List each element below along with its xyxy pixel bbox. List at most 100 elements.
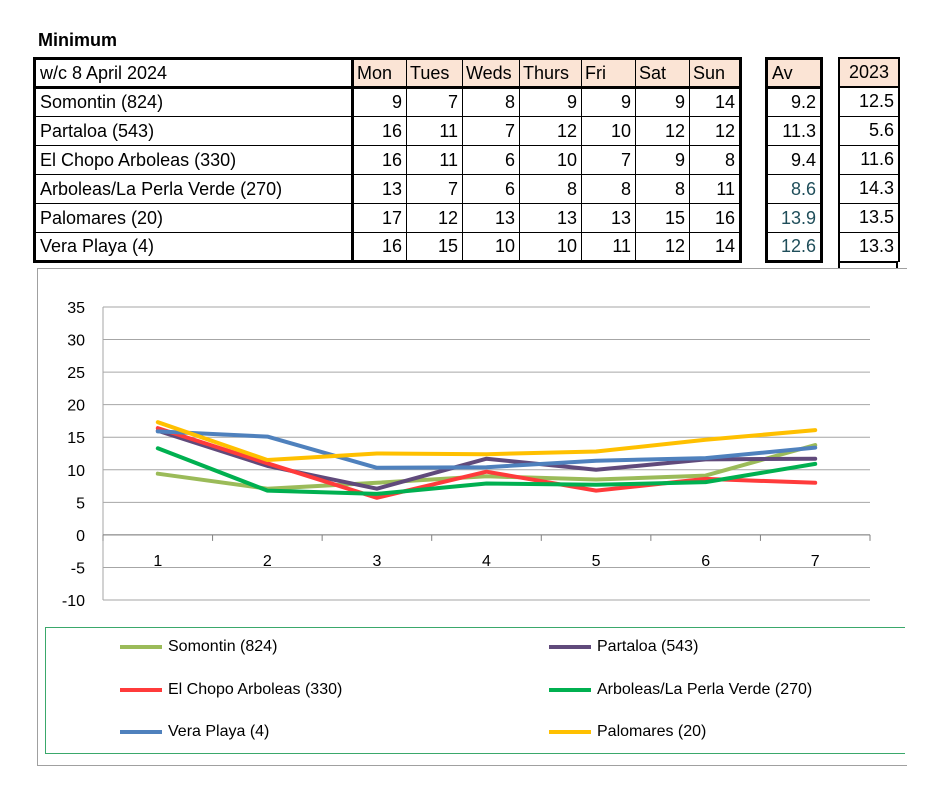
day-header: Fri	[581, 58, 636, 89]
legend-label: Partaloa (543)	[597, 638, 699, 655]
table-header-row: w/c 8 April 2024 Mon Tues Weds Thurs Fri…	[34, 58, 741, 89]
year-cell: 12.5	[839, 86, 899, 117]
table-row: Somontin (824) 9 7 8 9 9 9 14	[34, 87, 741, 117]
y-tick-label: 30	[67, 333, 85, 350]
table-cell: 10	[581, 116, 636, 146]
x-tick-label: 7	[811, 553, 820, 570]
series-line	[155, 426, 818, 500]
x-tick-label: 2	[263, 553, 272, 570]
y-tick-label: 0	[76, 528, 85, 545]
table-row: 12.6	[766, 232, 822, 262]
table-row: 8.6	[766, 174, 822, 204]
station-name: Palomares (20)	[34, 203, 354, 233]
table-cell: 12	[689, 116, 741, 146]
table-cell: 13	[352, 174, 407, 204]
legend-swatch	[549, 645, 591, 649]
av-header: Av	[766, 58, 822, 89]
table-cell: 8	[519, 174, 582, 204]
table-cell: 13	[519, 203, 582, 233]
legend-label: Arboleas/La Perla Verde (270)	[597, 681, 813, 698]
av-cell: 12.6	[766, 232, 822, 262]
x-tick-label: 4	[482, 553, 491, 570]
table-cell: 14	[689, 87, 741, 117]
page-title: Minimum	[38, 30, 117, 50]
table-cell: 14	[689, 232, 741, 262]
legend-swatch	[120, 688, 162, 692]
legend-swatch	[120, 645, 162, 649]
y-tick-label: 5	[76, 495, 85, 512]
legend-label: Vera Playa (4)	[168, 723, 270, 740]
legend-label: El Chopo Arboleas (330)	[168, 681, 343, 698]
legend-item: Partaloa (543)	[549, 638, 698, 656]
table-row: Vera Playa (4) 16 15 10 10 11 12 14	[34, 232, 741, 262]
year-cell: 13.3	[839, 231, 899, 262]
legend-item: Arboleas/La Perla Verde (270)	[549, 681, 812, 699]
table-row: Palomares (20) 17 12 13 13 13 15 16	[34, 203, 741, 233]
table-row: 11.3	[766, 116, 822, 146]
table-cell: 15	[406, 232, 463, 262]
table-cell: 12	[635, 232, 690, 262]
table-cell: 17	[352, 203, 407, 233]
table-cell: 8	[581, 174, 636, 204]
table-row: 13.5	[839, 202, 899, 233]
x-tick-label: 5	[592, 553, 601, 570]
y-tick-label: 15	[67, 430, 85, 447]
series-line	[155, 446, 818, 496]
y-tick-label: 20	[67, 398, 85, 415]
day-header: Sat	[635, 58, 690, 89]
legend-item: Somontin (824)	[120, 638, 277, 656]
station-name: El Chopo Arboleas (330)	[34, 145, 354, 175]
series-line	[155, 420, 818, 462]
station-name: Vera Playa (4)	[34, 232, 354, 262]
y-tick-label: 10	[67, 463, 85, 480]
av-cell: 8.6	[766, 174, 822, 204]
x-tick-label: 6	[701, 553, 710, 570]
av-cell: 9.4	[766, 145, 822, 175]
x-tick-label: 3	[372, 553, 381, 570]
temperature-table: w/c 8 April 2024 Mon Tues Weds Thurs Fri…	[33, 57, 742, 263]
day-header: Weds	[462, 58, 520, 89]
legend-item: Vera Playa (4)	[120, 723, 269, 741]
legend-item: El Chopo Arboleas (330)	[120, 681, 342, 699]
table-cell: 9	[635, 87, 690, 117]
table-row: 13.3	[839, 231, 899, 262]
year-header: 2023	[839, 57, 899, 88]
y-tick-label: -10	[62, 593, 85, 610]
table-cell: 16	[352, 232, 407, 262]
table-cell: 11	[406, 116, 463, 146]
table-row: Partaloa (543) 16 11 7 12 10 12 12	[34, 116, 741, 146]
chart-legend	[45, 627, 905, 754]
table-row: 5.6	[839, 115, 899, 146]
day-header: Sun	[689, 58, 741, 89]
table-cell: 12	[635, 116, 690, 146]
chart-frame	[37, 268, 907, 766]
year-cell: 13.5	[839, 202, 899, 233]
y-tick-label: -5	[71, 560, 85, 577]
table-row: 9.4	[766, 145, 822, 175]
table-cell: 11	[581, 232, 636, 262]
station-name: Somontin (824)	[34, 87, 354, 117]
y-tick-label: 35	[67, 300, 85, 317]
legend-swatch	[549, 730, 591, 734]
legend-label: Somontin (824)	[168, 638, 278, 655]
legend-swatch	[549, 688, 591, 692]
table-row: 12.5	[839, 86, 899, 117]
legend-label: Palomares (20)	[597, 723, 707, 740]
series-line	[155, 429, 818, 470]
table-row: 13.9	[766, 203, 822, 233]
average-table: Av 9.2 11.3 9.4 8.6 13.9 12.6	[765, 57, 823, 263]
av-cell: 11.3	[766, 116, 822, 146]
table-header-row: Av	[766, 58, 822, 89]
av-cell: 13.9	[766, 203, 822, 233]
legend-item: Palomares (20)	[549, 723, 706, 741]
x-tick-label: 1	[153, 553, 162, 570]
day-header: Thurs	[519, 58, 582, 89]
table-border-tail	[838, 261, 898, 269]
week-label: w/c 8 April 2024	[34, 58, 354, 89]
table-cell: 13	[581, 203, 636, 233]
day-header: Mon	[352, 58, 407, 89]
table-cell: 12	[406, 203, 463, 233]
table-cell: 8	[462, 87, 520, 117]
previous-year-table: 2023 12.5 5.6 11.6 14.3 13.5 13.3	[838, 57, 900, 262]
